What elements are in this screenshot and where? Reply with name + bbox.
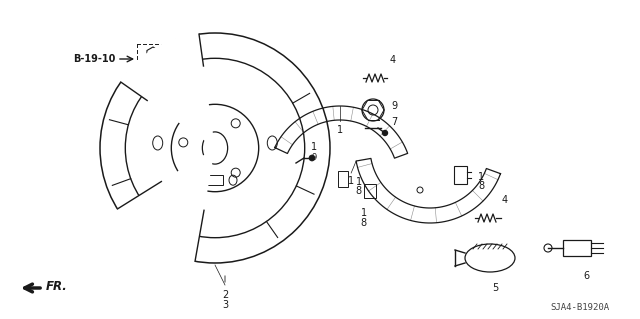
Bar <box>364 184 376 198</box>
Text: 1: 1 <box>348 176 354 186</box>
Text: 7: 7 <box>391 117 397 127</box>
Circle shape <box>309 155 315 161</box>
Text: 1: 1 <box>311 142 317 152</box>
Bar <box>207 175 223 185</box>
Text: 1: 1 <box>337 125 343 135</box>
Text: 8: 8 <box>355 186 362 196</box>
Text: 8: 8 <box>360 218 367 228</box>
Text: 1: 1 <box>355 177 362 187</box>
Wedge shape <box>119 32 215 148</box>
Bar <box>563 240 591 256</box>
Text: 4: 4 <box>390 55 396 65</box>
Wedge shape <box>116 148 215 263</box>
Text: 6: 6 <box>583 271 589 281</box>
Bar <box>337 171 348 187</box>
Bar <box>454 166 467 184</box>
Circle shape <box>383 130 387 136</box>
Text: 4: 4 <box>502 195 508 205</box>
Text: 5: 5 <box>492 283 498 293</box>
Text: 3: 3 <box>222 300 228 310</box>
Text: 1: 1 <box>360 208 367 218</box>
Text: 9: 9 <box>391 101 397 111</box>
Text: FR.: FR. <box>46 280 68 293</box>
Text: 8: 8 <box>478 181 484 191</box>
Text: 9: 9 <box>312 152 317 161</box>
Text: SJA4-B1920A: SJA4-B1920A <box>550 303 609 313</box>
Text: 1: 1 <box>478 172 484 182</box>
Text: B-19-10: B-19-10 <box>72 54 115 64</box>
Text: 2: 2 <box>222 290 228 300</box>
